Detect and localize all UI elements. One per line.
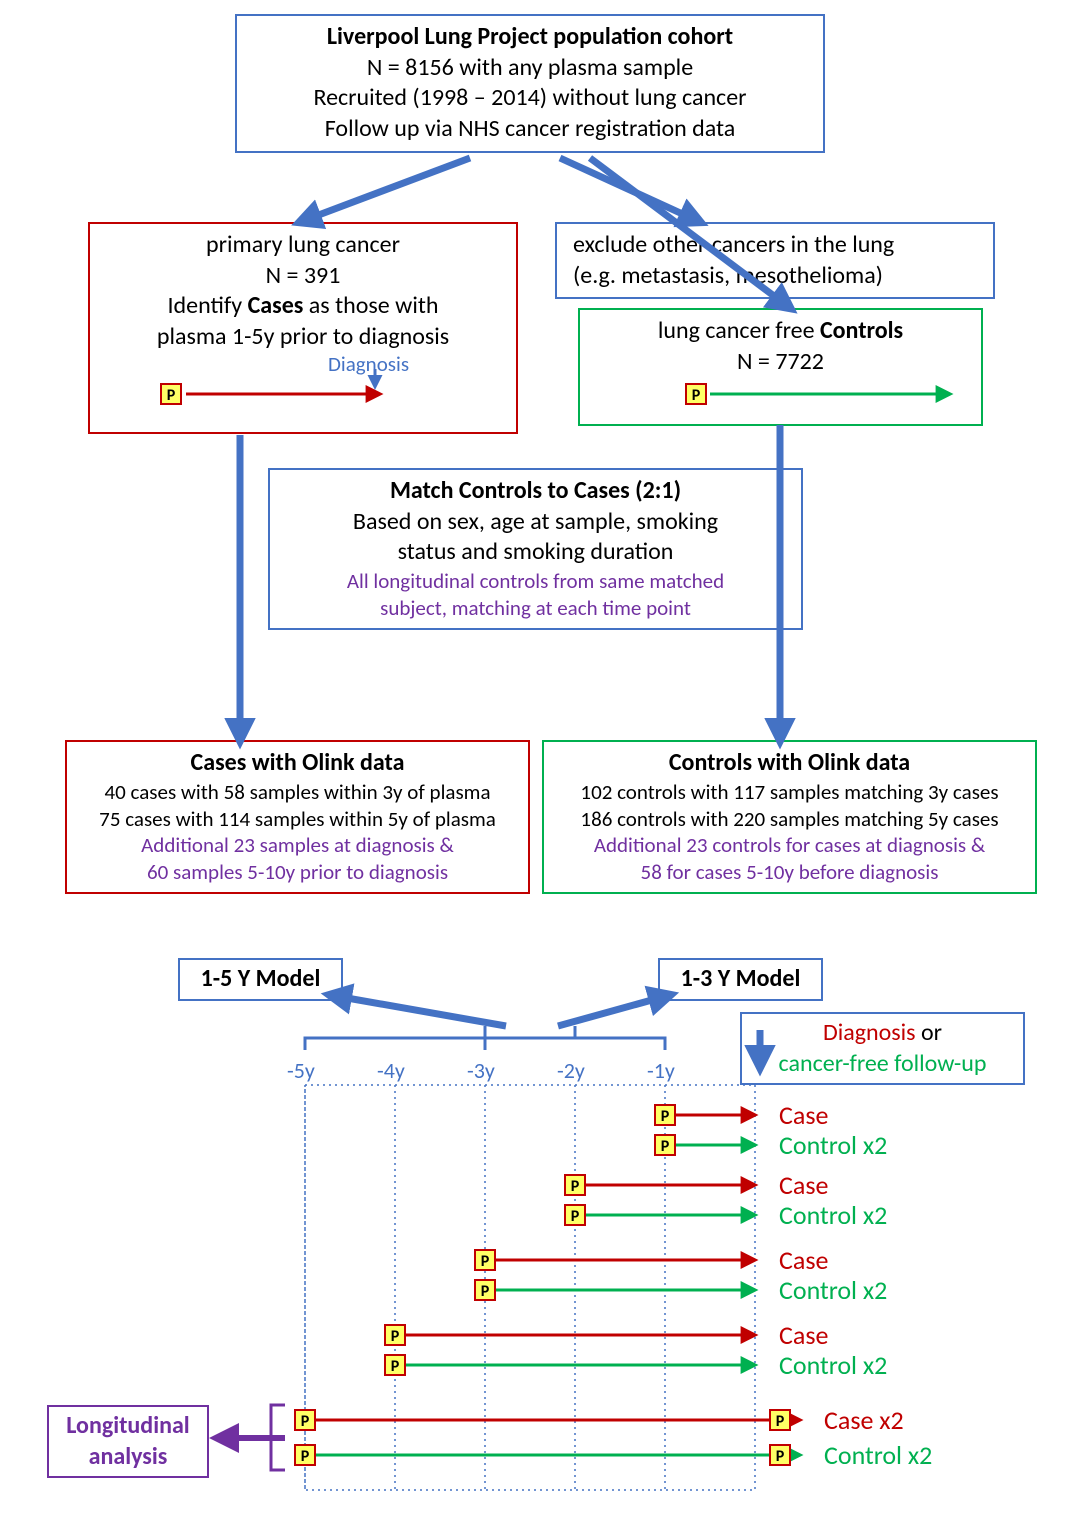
- cases-olink-p1: Additional 23 samples at diagnosis &: [77, 832, 518, 859]
- p-marker: P: [654, 1104, 676, 1126]
- match-title: Match Controls to Cases (2:1): [280, 476, 791, 507]
- controls-sample-arrow: [590, 377, 995, 415]
- timeline-row-label: Case: [779, 1319, 828, 1351]
- controls-olink-l2: 102 controls with 117 samples matching 3…: [554, 779, 1025, 806]
- cases-olink-title: Cases with Olink data: [77, 748, 518, 779]
- timeline-tick: -1y: [647, 1057, 675, 1084]
- cohort-box: Liverpool Lung Project population cohort…: [235, 14, 825, 153]
- p-marker: P: [384, 1324, 406, 1346]
- cohort-fu: Follow up via NHS cancer registration da…: [247, 114, 813, 145]
- cohort-title: Liverpool Lung Project population cohort: [247, 22, 813, 53]
- legend-dx-green: cancer-free follow-up: [779, 1049, 987, 1078]
- controls-pool-box: lung cancer free Controls N = 7722 P: [578, 308, 983, 426]
- primary-l1: primary lung cancer: [100, 230, 506, 261]
- timeline-row-label: Case: [779, 1099, 828, 1131]
- cases-olink-l3: 75 cases with 114 samples within 5y of p…: [77, 806, 518, 833]
- primary-l4: plasma 1-5y prior to diagnosis: [100, 322, 506, 353]
- timeline-tick: -3y: [467, 1057, 495, 1084]
- p-marker: P: [474, 1249, 496, 1271]
- primary-l3: Identify Cases as those with: [100, 291, 506, 322]
- model-15-label: 1-5 Y Model: [201, 964, 321, 993]
- model-13-label: 1-3 Y Model: [681, 964, 801, 993]
- match-box: Match Controls to Cases (2:1) Based on s…: [268, 468, 803, 630]
- p-marker: P: [474, 1279, 496, 1301]
- exclude-l2: (e.g. metastasis, mesothelioma): [573, 261, 983, 292]
- controls-pool-l2: N = 7722: [590, 347, 971, 378]
- p-marker: P: [769, 1409, 791, 1431]
- controls-pool-l1: lung cancer free Controls: [590, 316, 971, 347]
- match-l3: status and smoking duration: [280, 537, 791, 568]
- p-marker: P: [564, 1204, 586, 1226]
- legend-dx-red: Diagnosis: [823, 1018, 916, 1047]
- timeline-row-label: Case: [779, 1169, 828, 1201]
- cohort-n: N = 8156 with any plasma sample: [247, 53, 813, 84]
- exclude-l1: exclude other cancers in the lung: [573, 230, 983, 261]
- cases-olink-box: Cases with Olink data 40 cases with 58 s…: [65, 740, 530, 894]
- timeline-tick: -4y: [377, 1057, 405, 1084]
- controls-olink-p2: 58 for cases 5-10y before diagnosis: [554, 859, 1025, 886]
- match-l2: Based on sex, age at sample, smoking: [280, 507, 791, 538]
- cases-olink-p2: 60 samples 5-10y prior to diagnosis: [77, 859, 518, 886]
- timeline-row-label: Control x2: [779, 1129, 887, 1161]
- primary-cancer-box: primary lung cancer N = 391 Identify Cas…: [88, 222, 518, 434]
- model-15-box: 1-5 Y Model: [178, 958, 343, 1001]
- timeline-tick: -2y: [557, 1057, 585, 1084]
- controls-olink-box: Controls with Olink data 102 controls wi…: [542, 740, 1037, 894]
- timeline-tick: -5y: [287, 1057, 315, 1084]
- match-p1: All longitudinal controls from same matc…: [280, 568, 791, 595]
- p-marker: P: [564, 1174, 586, 1196]
- timeline-row-label: Control x2: [779, 1199, 887, 1231]
- primary-sample-arrow: [100, 353, 530, 413]
- legend-dx-box: Diagnosis or cancer-free follow-up: [740, 1012, 1025, 1085]
- controls-olink-l3: 186 controls with 220 samples matching 5…: [554, 806, 1025, 833]
- timeline-row-label: Control x2: [779, 1349, 887, 1381]
- p-marker: P: [384, 1354, 406, 1376]
- timeline-row-label: Control x2: [779, 1274, 887, 1306]
- longitudinal-box: Longitudinal analysis: [47, 1405, 209, 1478]
- timeline-row-label: Case x2: [824, 1404, 904, 1436]
- cohort-rec: Recruited (1998 – 2014) without lung can…: [247, 83, 813, 114]
- model-13-box: 1-3 Y Model: [658, 958, 823, 1001]
- primary-l2: N = 391: [100, 261, 506, 292]
- controls-olink-p1: Additional 23 controls for cases at diag…: [554, 832, 1025, 859]
- cases-olink-l2: 40 cases with 58 samples within 3y of pl…: [77, 779, 518, 806]
- p-marker: P: [654, 1134, 676, 1156]
- controls-olink-title: Controls with Olink data: [554, 748, 1025, 779]
- p-marker: P: [294, 1409, 316, 1431]
- timeline-row-label: Case: [779, 1244, 828, 1276]
- exclude-box: exclude other cancers in the lung (e.g. …: [555, 222, 995, 299]
- longitudinal-label: Longitudinal analysis: [66, 1411, 189, 1471]
- match-p2: subject, matching at each time point: [280, 595, 791, 622]
- timeline-row-label: Control x2: [824, 1439, 932, 1471]
- p-marker: P: [769, 1444, 791, 1466]
- p-marker: P: [294, 1444, 316, 1466]
